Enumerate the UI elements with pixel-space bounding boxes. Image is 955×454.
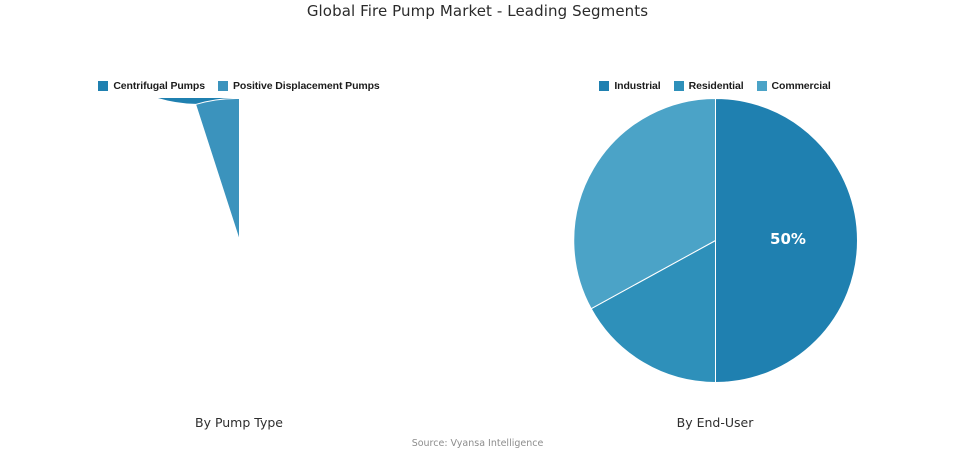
legend-swatch-icon [599, 81, 610, 91]
pie-svg: 50% [573, 98, 858, 383]
panel-caption-by-pump-type: By Pump Type [195, 415, 283, 430]
legend-item[interactable]: Commercial [756, 80, 831, 92]
pie-slice-commercial[interactable] [573, 98, 716, 310]
legend-by-pump-type: Centrifugal Pumps Positive Displacement … [19, 78, 459, 94]
legend-item-label: Centrifugal Pumps [113, 80, 205, 92]
source-note: Source: Vyansa Intelligence [411, 438, 544, 449]
pie-slice-residential[interactable] [590, 239, 716, 383]
pie-slice-value-label: 95% [189, 259, 225, 277]
legend-swatch-icon [217, 81, 228, 91]
legend-by-end-user: Industrial Residential Commercial [495, 78, 935, 94]
panel-caption-by-end-user: By End-User [676, 415, 754, 430]
pie-chart-by-end-user: 50% [573, 98, 858, 383]
legend-item-label: Positive Displacement Pumps [232, 80, 380, 92]
pie-slice-industrial[interactable] [715, 98, 858, 383]
legend-swatch-icon [673, 81, 684, 91]
legend-swatch-icon [756, 81, 767, 91]
pie-panel-by-end-user: Industrial Residential Commercial 50% By… [495, 60, 935, 440]
pie-chart-by-pump-type: 95% [97, 98, 382, 383]
pie-panel-by-pump-type: Centrifugal Pumps Positive Displacement … [19, 60, 459, 440]
legend-item-label: Residential [688, 80, 744, 92]
legend-item[interactable]: Positive Displacement Pumps [217, 80, 380, 92]
legend-swatch-icon [98, 81, 109, 91]
pie-slice-positive-displacement-pumps[interactable] [194, 98, 240, 241]
legend-item-label: Commercial [771, 80, 831, 92]
legend-item[interactable]: Centrifugal Pumps [98, 80, 205, 92]
page-title: Global Fire Pump Market - Leading Segmen… [306, 2, 649, 20]
pie-slice-value-label: 50% [770, 230, 806, 248]
pie-svg: 95% [154, 98, 243, 277]
legend-item[interactable]: Residential [673, 80, 744, 92]
legend-item[interactable]: Industrial [599, 80, 661, 92]
legend-item-label: Industrial [614, 80, 661, 92]
